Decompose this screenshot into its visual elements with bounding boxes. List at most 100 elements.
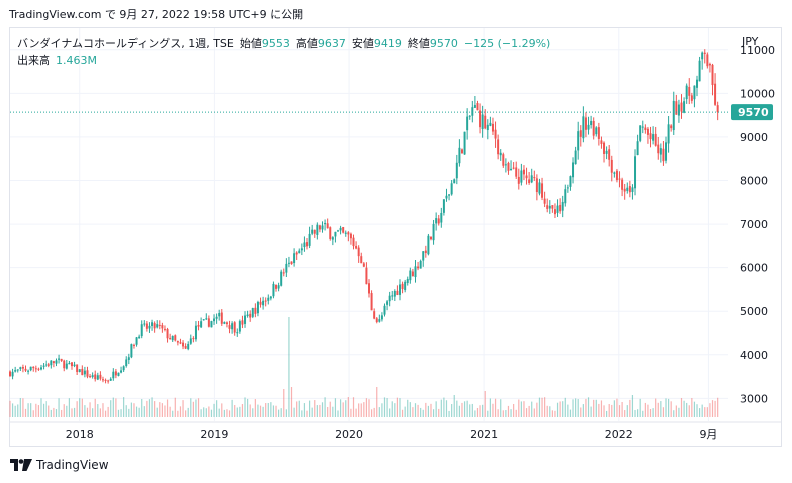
candle-body — [365, 267, 368, 285]
volume-bar — [649, 408, 652, 417]
candle-body — [32, 366, 35, 369]
candle-body — [153, 323, 156, 329]
candle-body — [120, 370, 123, 373]
volume-bar — [141, 399, 143, 417]
candle-body — [86, 370, 89, 377]
price-tick-label: 9000 — [740, 131, 768, 144]
volume-bar — [665, 398, 667, 417]
volume-bar — [89, 402, 91, 417]
candle-body — [368, 283, 370, 294]
volume-bar — [678, 407, 680, 417]
candle-body — [148, 325, 151, 329]
volume-bar — [161, 403, 163, 417]
volume-bar — [603, 405, 605, 417]
candle-body — [657, 144, 660, 154]
candle-body — [386, 301, 389, 305]
volume-bar — [520, 401, 522, 417]
volume-bar — [686, 402, 688, 417]
volume-bar — [505, 410, 507, 417]
candle-body — [347, 232, 350, 235]
volume-bar — [518, 399, 520, 417]
candle-body — [19, 367, 22, 369]
candle-body — [460, 149, 463, 154]
volume-bar — [510, 409, 512, 417]
candle-body — [179, 342, 182, 344]
volume-bar — [691, 398, 693, 417]
candle-body — [510, 168, 513, 171]
close-value: 9570 — [429, 37, 458, 50]
volume-bar — [329, 401, 331, 417]
high-value: 9637 — [317, 37, 346, 50]
candle-body — [615, 170, 618, 181]
volume-bar — [190, 398, 192, 417]
volume-bar — [564, 397, 566, 417]
candle-body — [244, 315, 247, 324]
volume-bar — [637, 409, 639, 417]
volume-bar — [203, 407, 205, 417]
volume-bar — [709, 403, 711, 417]
candle-body — [484, 115, 487, 129]
volume-bar — [17, 404, 19, 417]
candle-body — [210, 321, 213, 328]
candle-body — [605, 150, 608, 154]
volume-bar — [272, 405, 275, 417]
candle-body — [275, 284, 278, 289]
price-tick-label: 6000 — [740, 262, 768, 275]
high-label: 高値 — [295, 37, 318, 50]
volume-bar — [347, 397, 349, 417]
candle-body — [117, 372, 120, 376]
candle-body — [548, 205, 551, 209]
candle-body — [329, 227, 332, 239]
volume-bar — [358, 403, 360, 417]
volume-bar — [143, 406, 145, 417]
volume-bar — [642, 410, 644, 417]
symbol-title[interactable]: バンダイナムコホールディングス, 1週, TSE — [17, 37, 234, 50]
volume-bar — [507, 405, 510, 417]
currency-label: JPY — [742, 35, 759, 48]
volume-bar — [383, 397, 386, 417]
volume-bar — [500, 399, 502, 417]
chart-pane[interactable] — [9, 27, 782, 447]
candle-body — [9, 371, 11, 377]
candle-body — [677, 104, 680, 116]
volume-bar — [608, 404, 610, 417]
time-tick-label: 2020 — [335, 428, 363, 441]
volume-bar — [652, 408, 654, 417]
candle-body — [393, 290, 396, 297]
candle-body — [158, 324, 161, 326]
candle-body — [321, 225, 324, 230]
volume-bar — [698, 408, 701, 417]
volume-bar — [19, 398, 21, 417]
volume-bar — [422, 409, 424, 417]
candle-body — [634, 156, 637, 189]
volume-label[interactable]: 出来高 — [17, 54, 50, 67]
candle-body — [249, 313, 252, 318]
volume-bar — [296, 401, 298, 417]
volume-bar — [84, 405, 86, 417]
volume-bar — [647, 404, 649, 417]
volume-bar — [528, 405, 530, 417]
candle-body — [70, 362, 73, 367]
volume-bar — [120, 409, 122, 417]
candle-body — [489, 122, 492, 126]
candle-body — [466, 116, 469, 131]
volume-bar — [471, 403, 473, 417]
candle-body — [652, 134, 655, 141]
volume-bar — [79, 398, 81, 417]
candle-body — [202, 319, 205, 321]
candle-body — [380, 315, 383, 320]
candle-body — [197, 324, 200, 327]
volume-bar — [675, 405, 677, 417]
volume-bar — [363, 402, 365, 417]
volume-bar — [24, 408, 27, 417]
candle-body — [641, 126, 644, 128]
volume-bar — [332, 406, 334, 417]
volume-bar — [479, 405, 481, 417]
candle-body — [706, 54, 709, 67]
volume-bar — [298, 400, 300, 417]
tradingview-branding[interactable]: TradingView — [10, 458, 109, 472]
volume-bars — [9, 317, 719, 417]
candle-body — [613, 172, 616, 174]
candle-body — [225, 322, 228, 325]
